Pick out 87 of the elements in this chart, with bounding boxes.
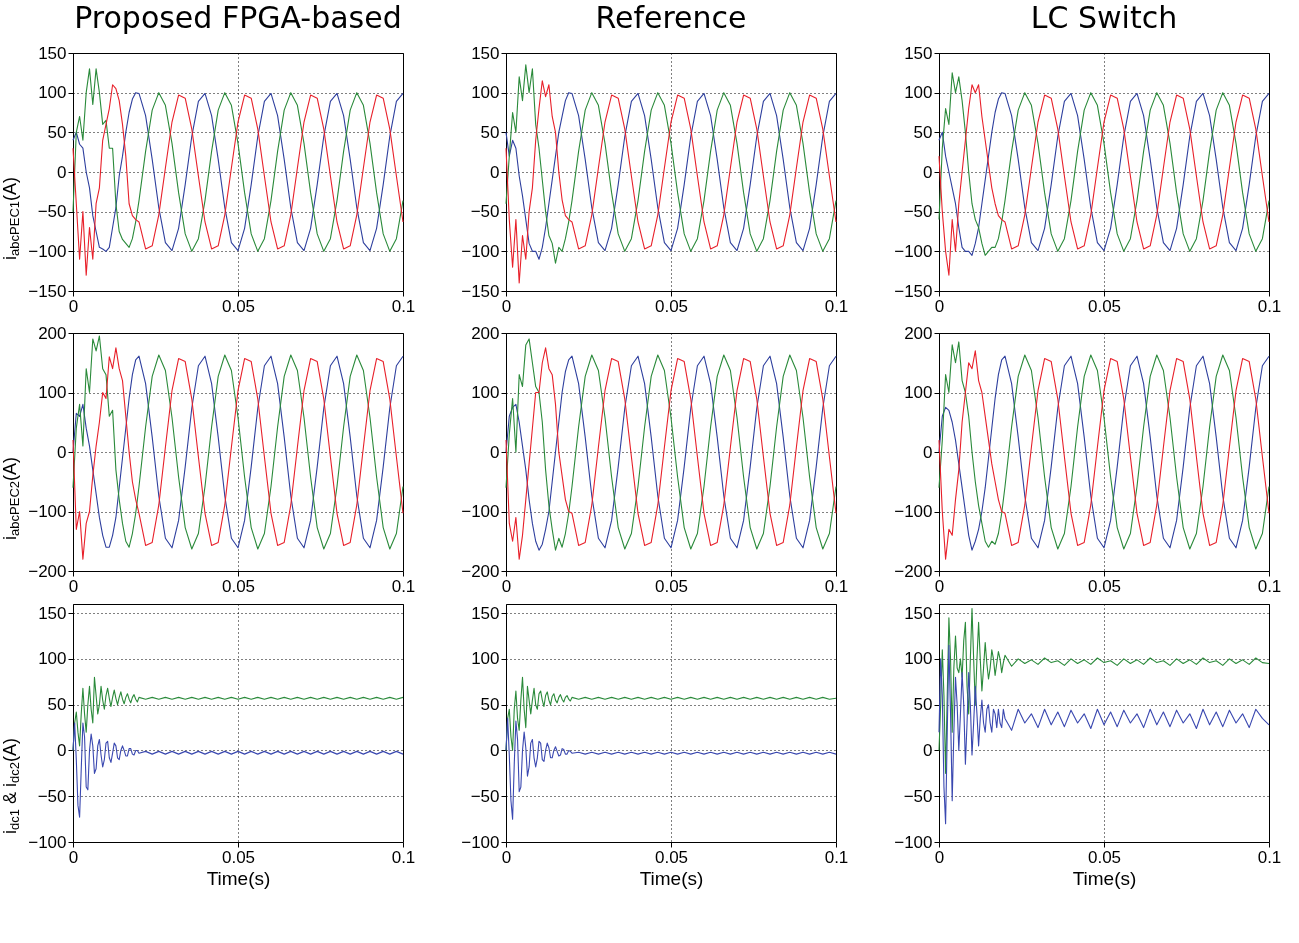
line-series <box>72 84 404 276</box>
y-tick-label: −150 <box>28 281 67 301</box>
line-series <box>505 92 837 260</box>
y-tick-label: 200 <box>904 323 933 343</box>
y-tick-label: 100 <box>904 383 933 402</box>
line-series <box>938 608 1270 774</box>
y-tick-label: −50 <box>37 786 67 806</box>
y-tick-label: 50 <box>913 122 933 142</box>
y-tick-label: 100 <box>471 83 500 103</box>
y-tick-label: 100 <box>38 649 67 669</box>
x-axis-title: Time(s) <box>639 867 704 889</box>
x-tick-label: 0.05 <box>654 576 689 596</box>
y-tick-label: 100 <box>38 83 67 103</box>
y-tick-label: 100 <box>38 383 67 402</box>
y-tick-label: −200 <box>28 561 67 581</box>
y-tick-label: 0 <box>490 740 500 760</box>
x-tick-label: 0.1 <box>1257 576 1282 596</box>
y-tick-label: −100 <box>461 502 500 521</box>
y-tick-label: 50 <box>480 695 500 715</box>
y-tick-label: 0 <box>490 442 500 462</box>
y-tick-label: 50 <box>47 122 67 142</box>
chart-title: Proposed FPGA-based <box>74 0 402 35</box>
y-tick-label: −50 <box>37 202 67 222</box>
y-tick-label: 100 <box>904 83 933 103</box>
y-tick-label: 0 <box>57 442 67 462</box>
y-tick-label: 200 <box>471 323 500 343</box>
y-tick-label: −100 <box>28 832 67 852</box>
y-tick-label: −100 <box>28 502 67 521</box>
y-tick-label: −50 <box>470 786 500 806</box>
x-axis-title: Time(s) <box>1072 867 1137 889</box>
y-tick-label: 0 <box>923 442 933 462</box>
y-tick-label: −200 <box>894 561 933 581</box>
y-tick-label: 0 <box>923 740 933 760</box>
x-tick-label: 0.1 <box>824 296 849 316</box>
x-tick-label: 0.1 <box>824 576 849 596</box>
y-tick-label: 100 <box>471 383 500 402</box>
y-tick-label: 0 <box>57 740 67 760</box>
line-series <box>505 64 837 264</box>
y-tick-label: 0 <box>923 162 933 182</box>
y-tick-label: 50 <box>47 695 67 715</box>
line-series <box>505 80 837 284</box>
chart-title: Reference <box>595 0 747 35</box>
x-tick-label: 0.05 <box>1087 296 1122 316</box>
y-tick-label: −200 <box>461 561 500 581</box>
y-tick-label: 150 <box>38 43 67 63</box>
chart-title: LC Switch <box>1030 0 1178 35</box>
line-series <box>72 722 404 818</box>
y-tick-label: 200 <box>38 323 67 343</box>
y-tick-label: 0 <box>490 162 500 182</box>
y-tick-label: 100 <box>904 649 933 669</box>
x-tick-label: 0.05 <box>221 847 256 867</box>
x-tick-label: 0.05 <box>1087 576 1122 596</box>
x-tick-label: 0.1 <box>1257 296 1282 316</box>
y-tick-label: 150 <box>471 603 500 623</box>
x-tick-label: 0.1 <box>391 847 416 867</box>
y-tick-label: −50 <box>903 786 933 806</box>
x-axis-title: Time(s) <box>206 867 271 889</box>
x-tick-label: 0.1 <box>391 296 416 316</box>
y-tick-label: −100 <box>894 241 933 261</box>
x-tick-label: 0.1 <box>391 576 416 596</box>
y-tick-label: 50 <box>480 122 500 142</box>
y-tick-label: 150 <box>38 603 67 623</box>
y-tick-label: 150 <box>904 603 933 623</box>
x-tick-label: 0.05 <box>654 847 689 867</box>
y-tick-label: −50 <box>903 202 933 222</box>
y-tick-label: −100 <box>461 832 500 852</box>
line-series <box>505 676 837 752</box>
y-tick-label: 150 <box>471 43 500 63</box>
y-tick-label: 0 <box>57 162 67 182</box>
y-tick-label: −150 <box>461 281 500 301</box>
x-tick-label: 0.1 <box>1257 847 1282 867</box>
y-tick-label: −100 <box>894 502 933 521</box>
y-tick-label: −150 <box>894 281 933 301</box>
y-tick-label: −50 <box>470 202 500 222</box>
x-tick-label: 0.05 <box>221 576 256 596</box>
line-series <box>938 644 1270 825</box>
x-tick-label: 0.1 <box>824 847 849 867</box>
y-tick-label: 150 <box>904 43 933 63</box>
y-tick-label: −100 <box>28 241 67 261</box>
y-tick-label: 100 <box>471 649 500 669</box>
x-tick-label: 0.05 <box>654 296 689 316</box>
x-tick-label: 0.05 <box>221 296 256 316</box>
y-tick-label: −100 <box>461 241 500 261</box>
x-tick-label: 0.05 <box>1087 847 1122 867</box>
y-tick-label: −100 <box>894 832 933 852</box>
line-series <box>505 717 837 820</box>
y-tick-label: 50 <box>913 695 933 715</box>
